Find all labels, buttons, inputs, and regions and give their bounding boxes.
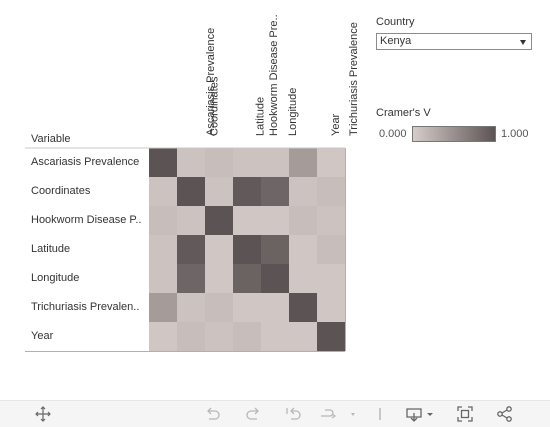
heatmap-cell[interactable] — [261, 206, 289, 235]
heatmap-cell[interactable] — [317, 206, 345, 235]
heatmap-cell[interactable] — [177, 322, 205, 351]
country-selected-value: Kenya — [380, 35, 412, 47]
row-label: Hookworm Disease P.. — [31, 214, 142, 226]
heatmap-cell[interactable] — [233, 235, 261, 264]
refresh-icon[interactable] — [318, 405, 360, 423]
heatmap-cell[interactable] — [177, 235, 205, 264]
download-icon[interactable] — [405, 405, 437, 423]
heatmap-cell[interactable] — [289, 177, 317, 206]
heatmap-cell[interactable] — [177, 264, 205, 293]
fullscreen-icon[interactable] — [456, 405, 474, 423]
revert-icon[interactable] — [284, 405, 302, 423]
heatmap-cell[interactable] — [149, 293, 177, 322]
heatmap-cell[interactable] — [177, 206, 205, 235]
heatmap-cell[interactable] — [149, 235, 177, 264]
share-icon[interactable] — [496, 405, 514, 423]
heatmap-cell[interactable] — [261, 148, 289, 177]
heatmap-cell[interactable] — [233, 264, 261, 293]
row-label: Trichuriasis Prevalen.. — [31, 301, 140, 313]
row-label: Year — [31, 330, 54, 342]
heatmap-cell[interactable] — [205, 322, 233, 351]
heatmap-cell[interactable] — [149, 206, 177, 235]
heatmap-cell[interactable] — [149, 264, 177, 293]
heatmap-cell[interactable] — [317, 293, 345, 322]
heatmap-cell[interactable] — [233, 322, 261, 351]
toolbar-divider — [378, 405, 382, 423]
heatmap-cell[interactable] — [233, 293, 261, 322]
heatmap-cell[interactable] — [149, 322, 177, 351]
heatmap-grid — [25, 147, 346, 352]
heatmap-cell[interactable] — [261, 264, 289, 293]
heatmap-cell[interactable] — [205, 206, 233, 235]
color-legend-bar — [412, 126, 496, 142]
heatmap-cell[interactable] — [261, 322, 289, 351]
heatmap-cell[interactable] — [177, 148, 205, 177]
heatmap-cell[interactable] — [317, 148, 345, 177]
heatmap-cell[interactable] — [149, 148, 177, 177]
heatmap-cell[interactable] — [205, 293, 233, 322]
heatmap-cell[interactable] — [205, 148, 233, 177]
heatmap-cell[interactable] — [317, 322, 345, 351]
row-label: Coordinates — [31, 185, 91, 197]
heatmap-cell[interactable] — [289, 235, 317, 264]
heatmap-cell[interactable] — [289, 264, 317, 293]
heatmap-cell[interactable] — [233, 177, 261, 206]
heatmap-cell[interactable] — [205, 177, 233, 206]
heatmap-cell[interactable] — [177, 177, 205, 206]
color-legend-title: Cramer's V — [376, 107, 431, 119]
heatmap-cell[interactable] — [205, 264, 233, 293]
row-label: Longitude — [31, 272, 80, 284]
heatmap-cell[interactable] — [317, 177, 345, 206]
heatmap-cell[interactable] — [289, 322, 317, 351]
heatmap-cell[interactable] — [233, 148, 261, 177]
undo-icon[interactable] — [203, 405, 221, 423]
country-filter-title: Country — [376, 16, 415, 28]
heatmap-cell[interactable] — [177, 293, 205, 322]
heatmap-cell[interactable] — [149, 177, 177, 206]
country-dropdown[interactable]: Kenya — [376, 33, 532, 50]
heatmap-cell[interactable] — [261, 235, 289, 264]
heatmap-cell[interactable] — [317, 264, 345, 293]
move-icon[interactable] — [34, 405, 52, 423]
toolbar — [0, 400, 550, 427]
heatmap-cell[interactable] — [317, 235, 345, 264]
heatmap-cell[interactable] — [289, 293, 317, 322]
heatmap-cell[interactable] — [205, 235, 233, 264]
heatmap-chart: Variable Ascariasis Prevalence Coordinate… — [25, 14, 532, 352]
color-legend-min: 0.000 — [379, 128, 407, 140]
row-label: Ascariasis Prevalence — [31, 156, 140, 168]
color-legend-max: 1.000 — [501, 128, 529, 140]
chevron-down-icon — [520, 40, 526, 45]
heatmap-cell[interactable] — [261, 293, 289, 322]
heatmap-cell[interactable] — [261, 177, 289, 206]
heatmap-cell[interactable] — [233, 206, 261, 235]
heatmap-cell[interactable] — [289, 148, 317, 177]
heatmap-cell[interactable] — [289, 206, 317, 235]
redo-icon[interactable] — [245, 405, 263, 423]
row-header-variable: Variable — [31, 133, 71, 145]
row-label: Latitude — [31, 243, 71, 255]
